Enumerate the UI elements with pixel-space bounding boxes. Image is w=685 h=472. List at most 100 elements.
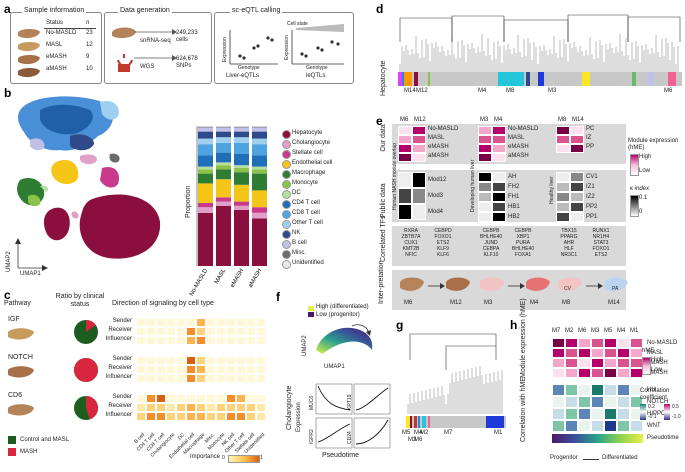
hme-cell [552,368,565,378]
bar-segment [216,162,231,166]
interp-icon-left [400,277,424,291]
signaling-cell [196,336,206,345]
eqtl-plots [229,24,344,65]
pathway-row-label: HIPPO [647,411,666,417]
signaling-cell [196,394,206,403]
status-label: aMASH [428,153,449,159]
signaling-cell [236,318,246,327]
hme-cell [556,144,570,153]
hme-cell [591,338,604,348]
hme-cell [412,144,426,153]
gene-trend-plot [315,417,353,449]
module-segment [418,416,420,428]
pathway-row-label: NOTCH [647,399,669,405]
x-tick-label: No-MASLD [189,267,210,297]
signaling-cell [216,336,226,345]
bar-segment [216,201,231,206]
bar-segment [198,203,213,208]
tf-list-1: CEBPB BHLHE40 JUND CEBPA KLF10 [479,228,503,258]
signaling-cell [166,394,176,403]
signaling-cell [206,336,216,345]
differentiated-label: Differentiated [602,455,638,461]
progenitor-arrow [583,459,599,460]
module-label: M4 [414,430,423,436]
legend-label: B cell [292,240,307,246]
kappa-cell [398,188,412,204]
module-segment [632,72,636,86]
signaling-cell [206,403,216,412]
gene-trend-plot [315,383,353,415]
y-axis-label: Proportion [185,185,192,218]
bar-segment [234,126,249,128]
sample-info-title: Sample information [22,7,87,15]
module-header: M4 [494,117,503,123]
ratio-header: Ratio by clinical status [55,293,105,308]
wgs-label: WGS [140,64,155,70]
signaling-cell [226,374,236,383]
bar-segment [234,142,249,154]
module-segment [538,72,544,86]
dendrogram-branch [409,333,497,360]
developing-liver-label: Developing human liver [470,159,476,212]
liver-icons-a [18,29,40,78]
legend-swatch [282,130,291,139]
corr-colorbar-2 [664,404,670,420]
correlation-cell [578,396,591,408]
plot-frame [353,383,391,415]
liver-eqtls-label: Liver-eQTLs [226,73,260,79]
legend-swatch [282,240,291,249]
interp-module-label: M12 [450,300,462,306]
public-module-label: PP2 [586,204,598,210]
status-label: eMASH [428,144,449,150]
public-data-band [392,170,626,222]
panel-label-e: e [376,114,383,128]
role-label: Influencer [105,412,132,418]
bar-segment [198,155,213,167]
kappa-cell [412,188,426,204]
hme-cell [565,358,578,368]
signaling-cell [236,374,246,383]
hme-cell [412,126,426,135]
signaling-cell [236,356,246,365]
module-label: M3 [548,88,557,94]
correlation-cell [552,396,565,408]
sample-count: 23 [86,30,93,36]
signaling-cell [176,403,186,412]
trend-line [355,419,389,445]
corr-tick-2: 0.5 [672,404,679,410]
tf-list-2: CEBPD FOXO1 ETS2 KLF9 KLF6 [434,228,452,258]
signaling-cell [186,327,196,336]
bar-segment [198,212,213,266]
hme-cell [492,144,506,153]
module-segment [486,416,504,428]
bar-segment [252,144,267,156]
kappa-colorbar [630,195,639,217]
interp-module-label: M3 [484,300,493,306]
proportion-bar-chart: No-MASLD MASL eMASH aMASH [189,126,267,297]
module-color-bar-g [406,416,506,428]
correlation-cell [552,420,565,432]
genotype-label-2: Genotype [306,65,328,71]
correlation-cell [565,408,578,420]
bar-segment [252,190,267,208]
bar-segment [252,173,267,191]
signaling-cell [256,412,266,421]
module-segment [668,72,676,86]
correlation-label-h: Correlation with hME [520,377,527,442]
liver-shape [8,366,34,378]
legend-control-text: Control and MASL [20,437,70,443]
signaling-cell [216,318,226,327]
hme-cell [570,126,584,135]
bar-segment [252,126,267,127]
signaling-cell [256,318,266,327]
hme-cell [478,144,492,153]
bar-segment [198,131,213,139]
tf-list-2: CEBPB XBP1 PURA BHLHE40 FOXA1 [511,228,535,258]
correlated-tfs-label: Correlated TFs [380,215,387,262]
interp-icon-right [446,277,470,291]
bar-segment [198,166,213,170]
signaling-cell [156,403,166,412]
public-module-label: FH2 [508,184,520,190]
module-label: M6 [664,88,673,94]
kappa-cell [398,204,412,220]
